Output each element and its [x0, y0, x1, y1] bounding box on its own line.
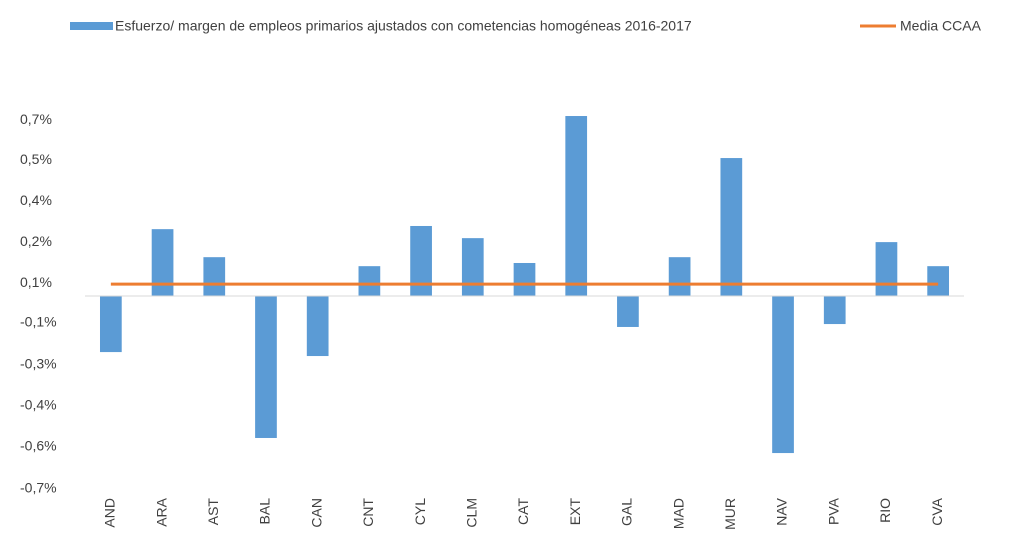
- y-tick-label: 0,1%: [20, 274, 52, 290]
- y-tick-label: -0,7%: [20, 480, 57, 496]
- x-tick-label: CNT: [360, 498, 376, 527]
- bar: [306, 296, 329, 357]
- bar: [358, 266, 381, 297]
- y-tick-label: -0,3%: [20, 356, 57, 372]
- y-tick-label: 0,2%: [20, 233, 52, 249]
- x-tick-label: CYL: [412, 498, 428, 525]
- x-tick-label: GAL: [619, 498, 635, 526]
- y-tick-label: -0,1%: [20, 314, 57, 330]
- x-tick-label: MAD: [670, 498, 686, 529]
- bar: [255, 296, 277, 438]
- bar: [823, 296, 846, 325]
- y-tick-label: 0,7%: [20, 111, 52, 127]
- x-tick-label: EXT: [567, 498, 583, 526]
- bar: [513, 262, 536, 297]
- x-tick-label: NAV: [774, 497, 790, 525]
- x-tick-label: AST: [205, 498, 221, 526]
- x-tick-label: CVA: [929, 497, 945, 525]
- bar: [203, 257, 226, 297]
- bar: [772, 296, 794, 454]
- bar: [565, 116, 588, 297]
- bar: [668, 257, 691, 297]
- legend-swatch: [70, 22, 113, 30]
- bar: [927, 266, 950, 297]
- x-tick-label: CAN: [308, 498, 324, 528]
- x-tick-label: BAL: [257, 498, 273, 525]
- bar: [99, 296, 122, 353]
- x-tick-label: AND: [102, 498, 118, 528]
- x-tick-label: MUR: [722, 498, 738, 530]
- bar: [461, 238, 484, 297]
- bar: [617, 296, 639, 327]
- bar: [410, 225, 432, 297]
- bar: [720, 158, 743, 297]
- y-tick-label: -0,6%: [20, 438, 57, 454]
- y-tick-label: 0,5%: [20, 151, 52, 167]
- bar: [151, 229, 174, 297]
- x-tick-label: ARA: [153, 497, 169, 526]
- y-tick-label: 0,4%: [20, 192, 52, 208]
- legend-label: Media CCAA: [900, 18, 982, 34]
- bar: [875, 242, 898, 297]
- x-tick-label: RIO: [877, 498, 893, 523]
- y-tick-label: -0,4%: [20, 397, 57, 413]
- x-tick-label: PVA: [825, 497, 841, 525]
- legend-label: Esfuerzo/ margen de empleos primarios aj…: [115, 18, 692, 34]
- x-tick-label: CLM: [463, 498, 479, 528]
- x-tick-label: CAT: [515, 498, 531, 525]
